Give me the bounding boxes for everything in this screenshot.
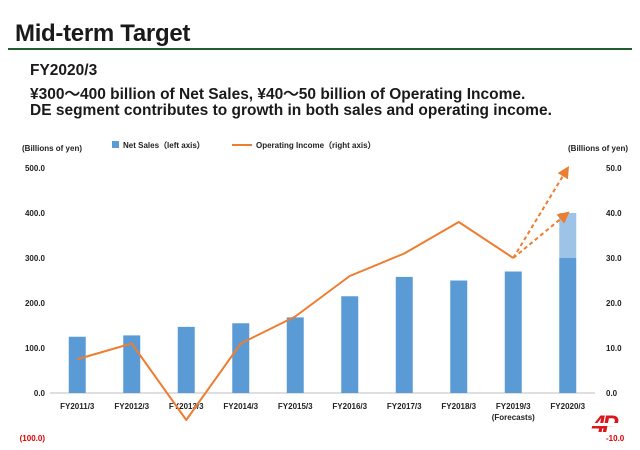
net-sales-bar bbox=[395, 276, 413, 393]
x-tick-label: FY2012/3 bbox=[114, 402, 149, 411]
x-tick-label: FY2011/3 bbox=[60, 402, 95, 411]
subtitle-period: FY2020/3 bbox=[30, 62, 98, 79]
legend-label-net-sales: Net Sales（left axis） bbox=[123, 140, 205, 150]
right-tick-label: 10.0 bbox=[606, 344, 622, 353]
right-tick-label: 0.0 bbox=[606, 389, 618, 398]
left-tick-label: 300.0 bbox=[25, 254, 46, 263]
net-sales-bar bbox=[504, 271, 522, 393]
net-sales-bar bbox=[286, 317, 304, 393]
operating-income-target-arrow-high bbox=[512, 165, 569, 259]
net-sales-bar bbox=[450, 280, 468, 393]
left-tick-label: 100.0 bbox=[25, 344, 46, 353]
x-tick-label: FY2014/3 bbox=[223, 402, 258, 411]
x-tick-label: FY2016/3 bbox=[332, 402, 367, 411]
left-tick-label: 200.0 bbox=[25, 299, 46, 308]
x-tick-label: FY2019/3 bbox=[496, 402, 531, 411]
x-tick-label: FY2013/3 bbox=[169, 402, 204, 411]
publisher-logo: 4P bbox=[592, 410, 632, 440]
legend-swatch-net-sales bbox=[112, 141, 119, 148]
x-tick-sublabel: (Forecasts) bbox=[492, 413, 535, 422]
net-sales-bar bbox=[341, 296, 359, 393]
net-sales-bar bbox=[232, 323, 250, 393]
left-tick-label: 0.0 bbox=[34, 389, 46, 398]
left-tick-label: 500.0 bbox=[25, 164, 46, 173]
subtitle-targets: ¥300〜400 billion of Net Sales, ¥40〜50 bi… bbox=[30, 86, 526, 103]
net-sales-bar bbox=[177, 326, 195, 393]
operating-income-target-arrow-low bbox=[512, 211, 570, 259]
left-tick-label: 400.0 bbox=[25, 209, 46, 218]
net-sales-bar bbox=[559, 258, 577, 393]
net-sales-target-range-bar bbox=[559, 213, 577, 258]
x-tick-label: FY2015/3 bbox=[278, 402, 313, 411]
operating-income-line bbox=[76, 221, 514, 421]
legend-label-operating-income: Operating Income（right axis） bbox=[256, 140, 376, 150]
x-tick-label: FY2017/3 bbox=[387, 402, 422, 411]
right-tick-label: 20.0 bbox=[606, 299, 622, 308]
net-sales-bar bbox=[68, 336, 86, 393]
right-tick-label: 40.0 bbox=[606, 209, 622, 218]
x-tick-label: FY2018/3 bbox=[441, 402, 476, 411]
slide-title: Mid-term Target bbox=[15, 20, 191, 47]
left-tick-label-negative: (100.0) bbox=[20, 434, 46, 443]
right-axis-label: (Billions of yen) bbox=[568, 144, 628, 153]
right-tick-label-negative: -10.0 bbox=[606, 434, 625, 443]
x-tick-label: FY2020/3 bbox=[550, 402, 585, 411]
title-underline bbox=[8, 48, 632, 50]
subtitle-segment-growth: DE segment contributes to growth in both… bbox=[30, 102, 552, 119]
right-tick-label: 30.0 bbox=[606, 254, 622, 263]
right-tick-label: 50.0 bbox=[606, 164, 622, 173]
left-axis-label: (Billions of yen) bbox=[22, 144, 82, 153]
